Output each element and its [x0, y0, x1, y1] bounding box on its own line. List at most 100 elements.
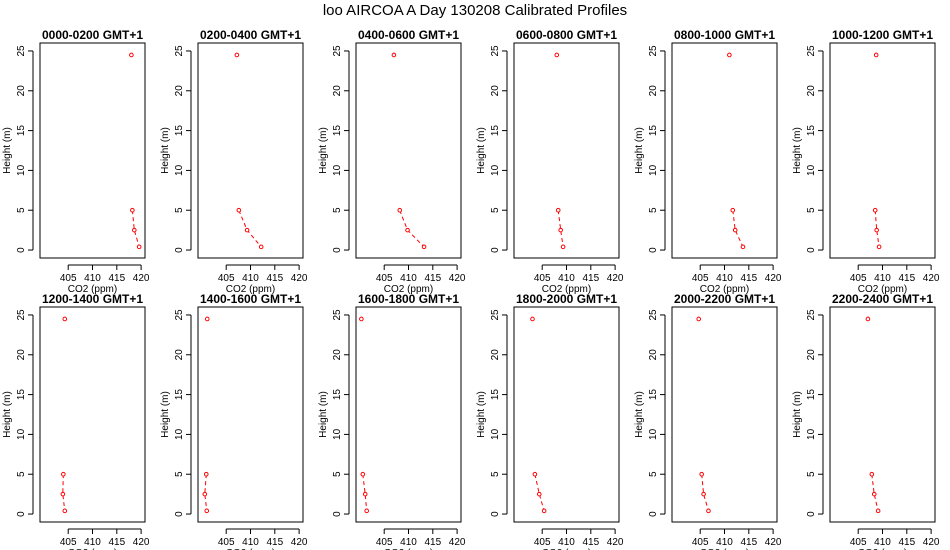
x-axis-label: CO2 (ppm): [858, 548, 907, 550]
plot-frame: [39, 306, 146, 523]
panel-title: 1800-2000 GMT+1: [516, 292, 617, 306]
data-point: [874, 227, 879, 233]
x-tick-label: 405: [376, 273, 393, 284]
data-point: [203, 471, 209, 477]
data-point: [558, 227, 563, 233]
data-point: [405, 227, 410, 233]
data-point: [560, 244, 566, 250]
y-tick-label: 15: [806, 125, 817, 137]
y-tick-label: 25: [332, 309, 343, 321]
x-axis-label: CO2 (ppm): [542, 548, 591, 550]
x-tick-label: 415: [108, 537, 125, 548]
plot-frame: [197, 42, 304, 259]
data-point: [532, 471, 538, 477]
x-tick-label: 420: [923, 537, 940, 548]
profile-line: [557, 210, 564, 247]
y-tick-label: 0: [490, 247, 501, 253]
x-tick-label: 415: [424, 273, 441, 284]
y-tick-label: 20: [490, 349, 501, 361]
chart-panel-2: 0200-0400 GMT+1 405 410 415 420 CO2 (ppm) 0 5 10…: [160, 28, 308, 295]
y-tick-label: 15: [174, 125, 185, 137]
data-point: [869, 471, 875, 477]
panel-title: 0400-0600 GMT+1: [358, 28, 459, 42]
panel-title: 2200-2400 GMT+1: [832, 292, 933, 306]
plot-frame: [829, 42, 936, 259]
data-point: [204, 508, 210, 514]
y-tick-label: 20: [332, 349, 343, 361]
panel-title: 1000-1200 GMT+1: [832, 28, 933, 42]
x-axis-label: CO2 (ppm): [384, 548, 433, 550]
plot-frame: [355, 306, 462, 523]
x-tick-label: 420: [607, 273, 624, 284]
data-point: [555, 207, 561, 213]
x-tick-label: 420: [765, 273, 782, 284]
data-point-top: [62, 316, 68, 322]
data-point: [61, 471, 66, 477]
x-tick-label: 420: [449, 273, 466, 284]
x-tick-label: 410: [400, 273, 417, 284]
x-tick-label: 410: [874, 273, 891, 284]
chart-panel-3: 0400-0600 GMT+1 405 410 415 420 CO2 (ppm) 0 5 10…: [318, 28, 466, 295]
x-tick-label: 410: [242, 273, 259, 284]
x-tick-label: 420: [765, 537, 782, 548]
data-point: [536, 491, 542, 497]
x-tick-label: 405: [692, 537, 709, 548]
y-tick-label: 20: [16, 349, 27, 361]
y-tick-label: 20: [490, 85, 501, 97]
y-tick-label: 10: [806, 428, 817, 440]
y-tick-label: 0: [16, 247, 27, 253]
data-point: [701, 491, 706, 497]
panel-title: 0200-0400 GMT+1: [200, 28, 301, 42]
data-point: [871, 491, 877, 497]
data-point-top: [391, 52, 397, 58]
y-tick-label: 0: [806, 511, 817, 517]
plot-frame: [355, 42, 462, 259]
y-tick-label: 5: [332, 207, 343, 213]
data-point: [732, 227, 738, 233]
x-tick-label: 415: [740, 273, 757, 284]
profile-line: [238, 210, 262, 248]
x-tick-label: 405: [850, 537, 867, 548]
y-tick-label: 5: [490, 207, 501, 213]
x-tick-label: 410: [84, 273, 101, 284]
chart-panel-5: 0800-1000 GMT+1 405 410 415 420 CO2 (ppm) 0 5 10…: [634, 28, 782, 295]
y-tick-label: 15: [806, 389, 817, 401]
panel-title: 0800-1000 GMT+1: [674, 28, 775, 42]
y-axis-label: Height (m): [476, 127, 487, 174]
y-tick-label: 10: [174, 428, 185, 440]
x-tick-label: 410: [84, 537, 101, 548]
y-tick-label: 20: [16, 85, 27, 97]
data-point-top: [696, 316, 702, 322]
plot-frame: [671, 42, 778, 259]
x-tick-label: 415: [582, 537, 599, 548]
data-point: [397, 207, 403, 213]
y-tick-label: 5: [806, 207, 817, 213]
plot-frame: [513, 306, 620, 523]
x-tick-label: 415: [108, 273, 125, 284]
panel-title: 1400-1600 GMT+1: [200, 292, 301, 306]
y-tick-label: 10: [490, 428, 501, 440]
data-point: [132, 227, 137, 233]
y-tick-label: 0: [648, 247, 659, 253]
x-axis-label: CO2 (ppm): [858, 284, 907, 295]
profile-line: [399, 210, 425, 248]
x-axis-label: CO2 (ppm): [68, 548, 117, 550]
data-point: [875, 508, 881, 514]
chart-panel-1: 0000-0200 GMT+1 405 410 415 420 CO2 (ppm) 0 5 10…: [2, 28, 150, 295]
data-point: [130, 207, 135, 213]
y-axis-label: Height (m): [634, 391, 645, 438]
profile-line: [701, 474, 709, 512]
y-tick-label: 25: [648, 309, 659, 321]
x-tick-label: 415: [582, 273, 599, 284]
y-tick-label: 10: [490, 164, 501, 176]
plot-frame: [671, 306, 778, 523]
y-tick-label: 25: [490, 309, 501, 321]
y-tick-label: 20: [174, 349, 185, 361]
x-axis-label: CO2 (ppm): [226, 284, 275, 295]
data-point: [360, 471, 366, 477]
data-point: [202, 491, 208, 497]
y-tick-label: 25: [16, 45, 27, 57]
page-title: loo AIRCOA A Day 130208 Calibrated Profi…: [322, 2, 628, 19]
y-tick-label: 15: [490, 389, 501, 401]
x-tick-label: 415: [266, 273, 283, 284]
